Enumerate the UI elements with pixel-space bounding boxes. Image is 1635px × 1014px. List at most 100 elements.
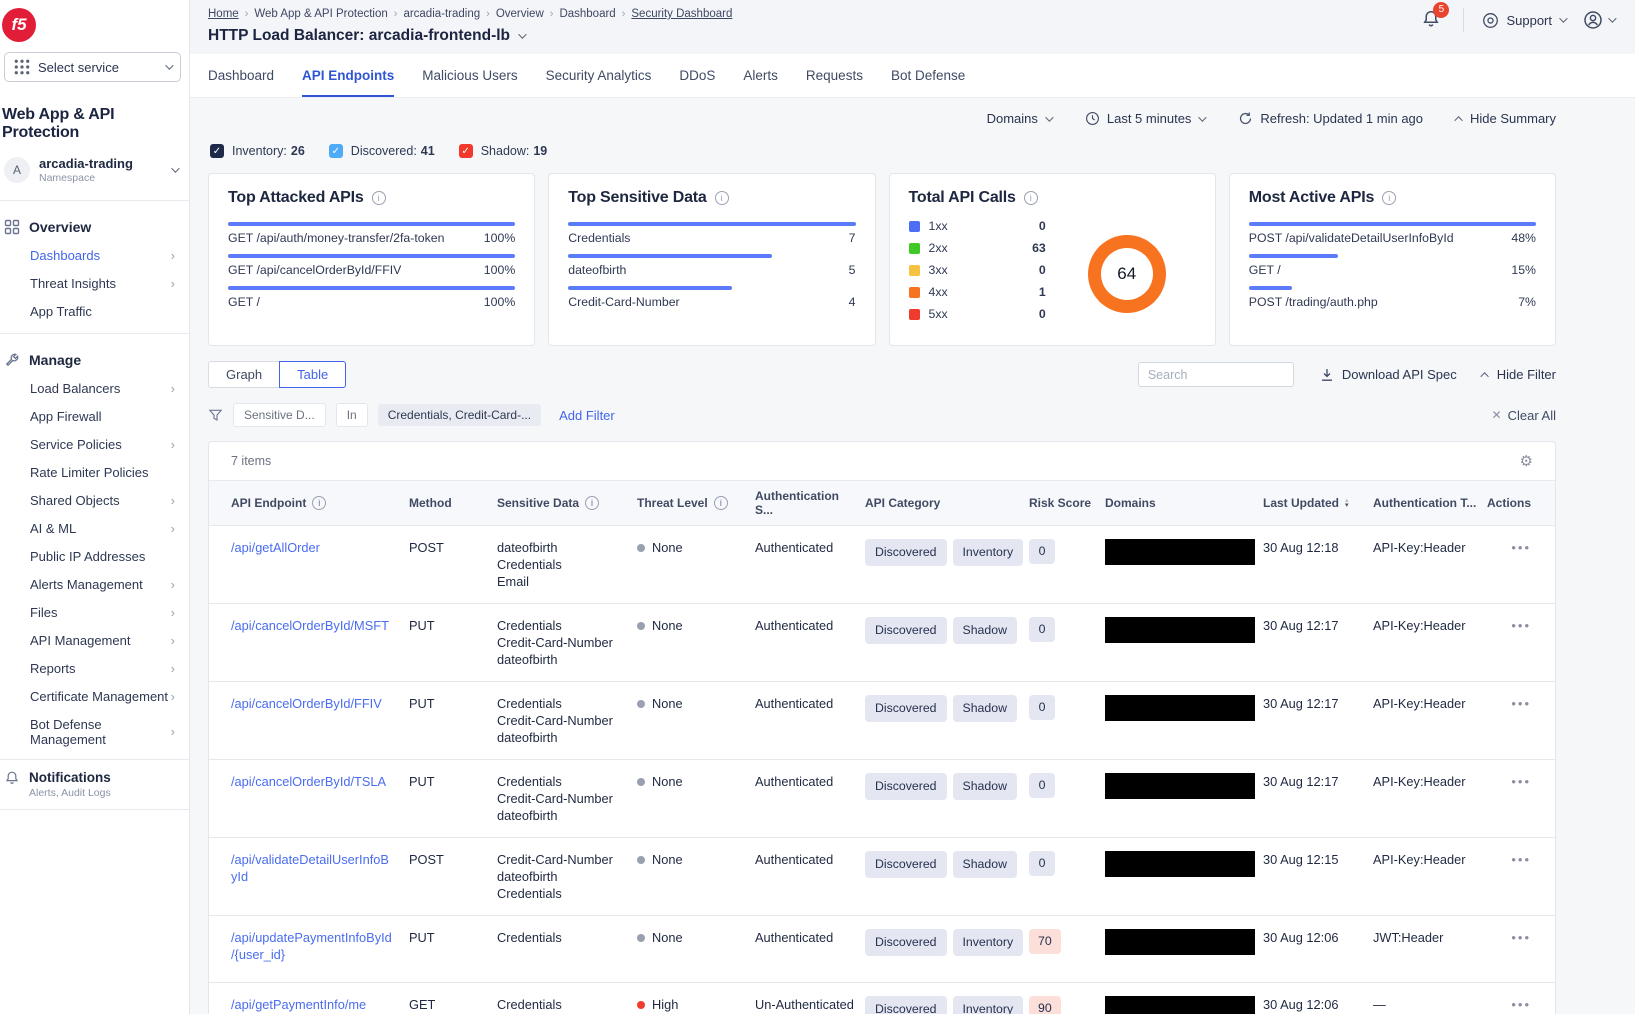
hide-filter-button[interactable]: Hide Filter <box>1483 367 1556 382</box>
breadcrumb-namespace[interactable]: arcadia-trading <box>403 8 480 20</box>
sidebar-item-reports[interactable]: Reports› <box>0 654 189 682</box>
chevron-down-icon[interactable] <box>518 30 526 38</box>
row-actions-button[interactable] <box>1497 604 1533 681</box>
row-actions-button[interactable] <box>1497 760 1533 837</box>
threat-label: None <box>652 540 683 555</box>
support-menu[interactable]: Support <box>1482 12 1565 29</box>
sidebar-item-bot-defense-management[interactable]: Bot Defense Management› <box>0 710 189 753</box>
breadcrumb-home[interactable]: Home <box>208 8 239 20</box>
col-api-endpoint[interactable]: API Endpoint <box>231 481 409 525</box>
shadow-checkbox[interactable]: Shadow:19 <box>459 144 548 158</box>
endpoint-link[interactable]: /api/validateDetailUserInfoById <box>231 838 409 915</box>
breadcrumb-overview[interactable]: Overview <box>496 8 544 20</box>
sidebar-item-load-balancers[interactable]: Load Balancers› <box>0 374 189 402</box>
sidebar-item-alerts-management[interactable]: Alerts Management› <box>0 570 189 598</box>
info-icon[interactable] <box>372 191 386 205</box>
row-actions-button[interactable] <box>1497 838 1533 915</box>
filter-operator-chip[interactable]: In <box>336 403 368 427</box>
discovered-checkbox[interactable]: Discovered:41 <box>329 144 435 158</box>
row-actions-button[interactable] <box>1497 983 1533 1014</box>
info-icon[interactable] <box>585 496 599 510</box>
sidebar-item-public-ip-addresses[interactable]: Public IP Addresses <box>0 542 189 570</box>
threat-level-cell: None <box>637 838 755 915</box>
inventory-checkbox[interactable]: Inventory:26 <box>210 144 305 158</box>
hide-summary-button[interactable]: Hide Summary <box>1457 111 1556 126</box>
clear-all-label: Clear All <box>1508 408 1556 423</box>
redacted-domain <box>1105 539 1255 565</box>
sidebar-item-dashboards[interactable]: Dashboards› <box>0 241 189 269</box>
endpoint-link[interactable]: /api/cancelOrderById/TSLA <box>231 760 409 837</box>
endpoint-link[interactable]: /api/updatePaymentInfoById/{user_id} <box>231 916 409 982</box>
row-actions-button[interactable] <box>1497 526 1533 603</box>
gear-icon[interactable]: ⚙ <box>1520 452 1533 470</box>
row-actions-button[interactable] <box>1497 916 1533 982</box>
download-api-spec-button[interactable]: Download API Spec <box>1320 367 1457 382</box>
clear-all-button[interactable]: ✕Clear All <box>1492 408 1556 423</box>
endpoint-link[interactable]: /api/cancelOrderById/MSFT <box>231 604 409 681</box>
col-method[interactable]: Method <box>409 481 497 525</box>
tab-requests[interactable]: Requests <box>806 54 863 97</box>
sidebar-item-app-traffic[interactable]: App Traffic <box>0 297 189 325</box>
search-input[interactable] <box>1138 362 1294 387</box>
col-domains[interactable]: Domains <box>1105 481 1263 525</box>
account-menu[interactable] <box>1583 10 1614 30</box>
nav-group-manage-header[interactable]: Manage <box>0 346 189 374</box>
card-title: Most Active APIs <box>1249 189 1374 207</box>
col-api-category[interactable]: API Category <box>865 481 1029 525</box>
sidebar-item-files[interactable]: Files› <box>0 598 189 626</box>
sidebar-item-rate-limiter-policies[interactable]: Rate Limiter Policies <box>0 458 189 486</box>
endpoint-link[interactable]: /api/getAllOrder <box>231 526 409 603</box>
endpoint-link[interactable]: /api/cancelOrderById/FFIV <box>231 682 409 759</box>
col-auth-type[interactable]: Authentication T... <box>1373 481 1497 525</box>
info-icon[interactable] <box>714 496 728 510</box>
sidebar-item-api-management[interactable]: API Management› <box>0 626 189 654</box>
api-category-cell: DiscoveredInventory <box>865 916 1029 982</box>
graph-view-button[interactable]: Graph <box>208 361 280 388</box>
sidebar-item-service-policies[interactable]: Service Policies› <box>0 430 189 458</box>
col-last-updated[interactable]: Last Updated▴▾ <box>1263 481 1373 525</box>
table-view-button[interactable]: Table <box>279 361 346 388</box>
sidebar-item-app-firewall[interactable]: App Firewall <box>0 402 189 430</box>
col-sensitive-data[interactable]: Sensitive Data <box>497 481 637 525</box>
domains-dropdown[interactable]: Domains <box>987 111 1051 126</box>
sidebar-item-shared-objects[interactable]: Shared Objects› <box>0 486 189 514</box>
info-icon[interactable] <box>312 496 326 510</box>
info-icon[interactable] <box>1024 191 1038 205</box>
nav-group-overview-header[interactable]: Overview <box>0 213 189 241</box>
sidebar-notifications[interactable]: Notifications Alerts, Audit Logs <box>0 759 189 810</box>
tab-malicious-users[interactable]: Malicious Users <box>422 54 517 97</box>
tab-api-endpoints[interactable]: API Endpoints <box>302 54 394 97</box>
category-badge: Discovered <box>865 773 947 800</box>
tab-bot-defense[interactable]: Bot Defense <box>891 54 965 97</box>
sensitive-data-cell: Credentials Credit-Card-Number dateofbir… <box>497 760 637 837</box>
bar-fill <box>1249 222 1536 226</box>
sensitive-data-cell: Credit-Card-Number dateofbirth Credentia… <box>497 838 637 915</box>
refresh-button[interactable]: Refresh: Updated 1 min ago <box>1238 111 1423 126</box>
info-icon[interactable] <box>1382 191 1396 205</box>
col-threat-level[interactable]: Threat Level <box>637 481 755 525</box>
tab-security-analytics[interactable]: Security Analytics <box>546 54 652 97</box>
sidebar-item-ai-ml[interactable]: AI & ML› <box>0 514 189 542</box>
tab-alerts[interactable]: Alerts <box>743 54 778 97</box>
sidebar-item-certificate-management[interactable]: Certificate Management› <box>0 682 189 710</box>
row-actions-button[interactable] <box>1497 682 1533 759</box>
tab-ddos[interactable]: DDoS <box>679 54 715 97</box>
time-range-dropdown[interactable]: Last 5 minutes <box>1085 111 1205 126</box>
tab-dashboard[interactable]: Dashboard <box>208 54 274 97</box>
select-service-dropdown[interactable]: Select service <box>4 52 181 82</box>
namespace-selector[interactable]: A arcadia-trading Namespace <box>0 142 189 198</box>
add-filter-button[interactable]: Add Filter <box>559 408 615 423</box>
breadcrumb-dashboard[interactable]: Dashboard <box>559 8 615 20</box>
col-risk-score[interactable]: Risk Score <box>1029 481 1105 525</box>
breadcrumb-security-dashboard[interactable]: Security Dashboard <box>631 8 732 20</box>
filter-value-chip[interactable]: Credentials, Credit-Card-... <box>378 404 541 426</box>
sidebar-item-threat-insights[interactable]: Threat Insights› <box>0 269 189 297</box>
domains-cell <box>1105 604 1263 681</box>
col-auth-status[interactable]: Authentication S... <box>755 481 865 525</box>
risk-score-badge: 0 <box>1029 539 1055 564</box>
breadcrumb-waap[interactable]: Web App & API Protection <box>254 8 387 20</box>
filter-field-chip[interactable]: Sensitive D... <box>233 403 326 427</box>
endpoint-link[interactable]: /api/getPaymentInfo/me <box>231 983 409 1014</box>
notifications-bell-button[interactable]: 5 <box>1421 9 1445 32</box>
info-icon[interactable] <box>715 191 729 205</box>
